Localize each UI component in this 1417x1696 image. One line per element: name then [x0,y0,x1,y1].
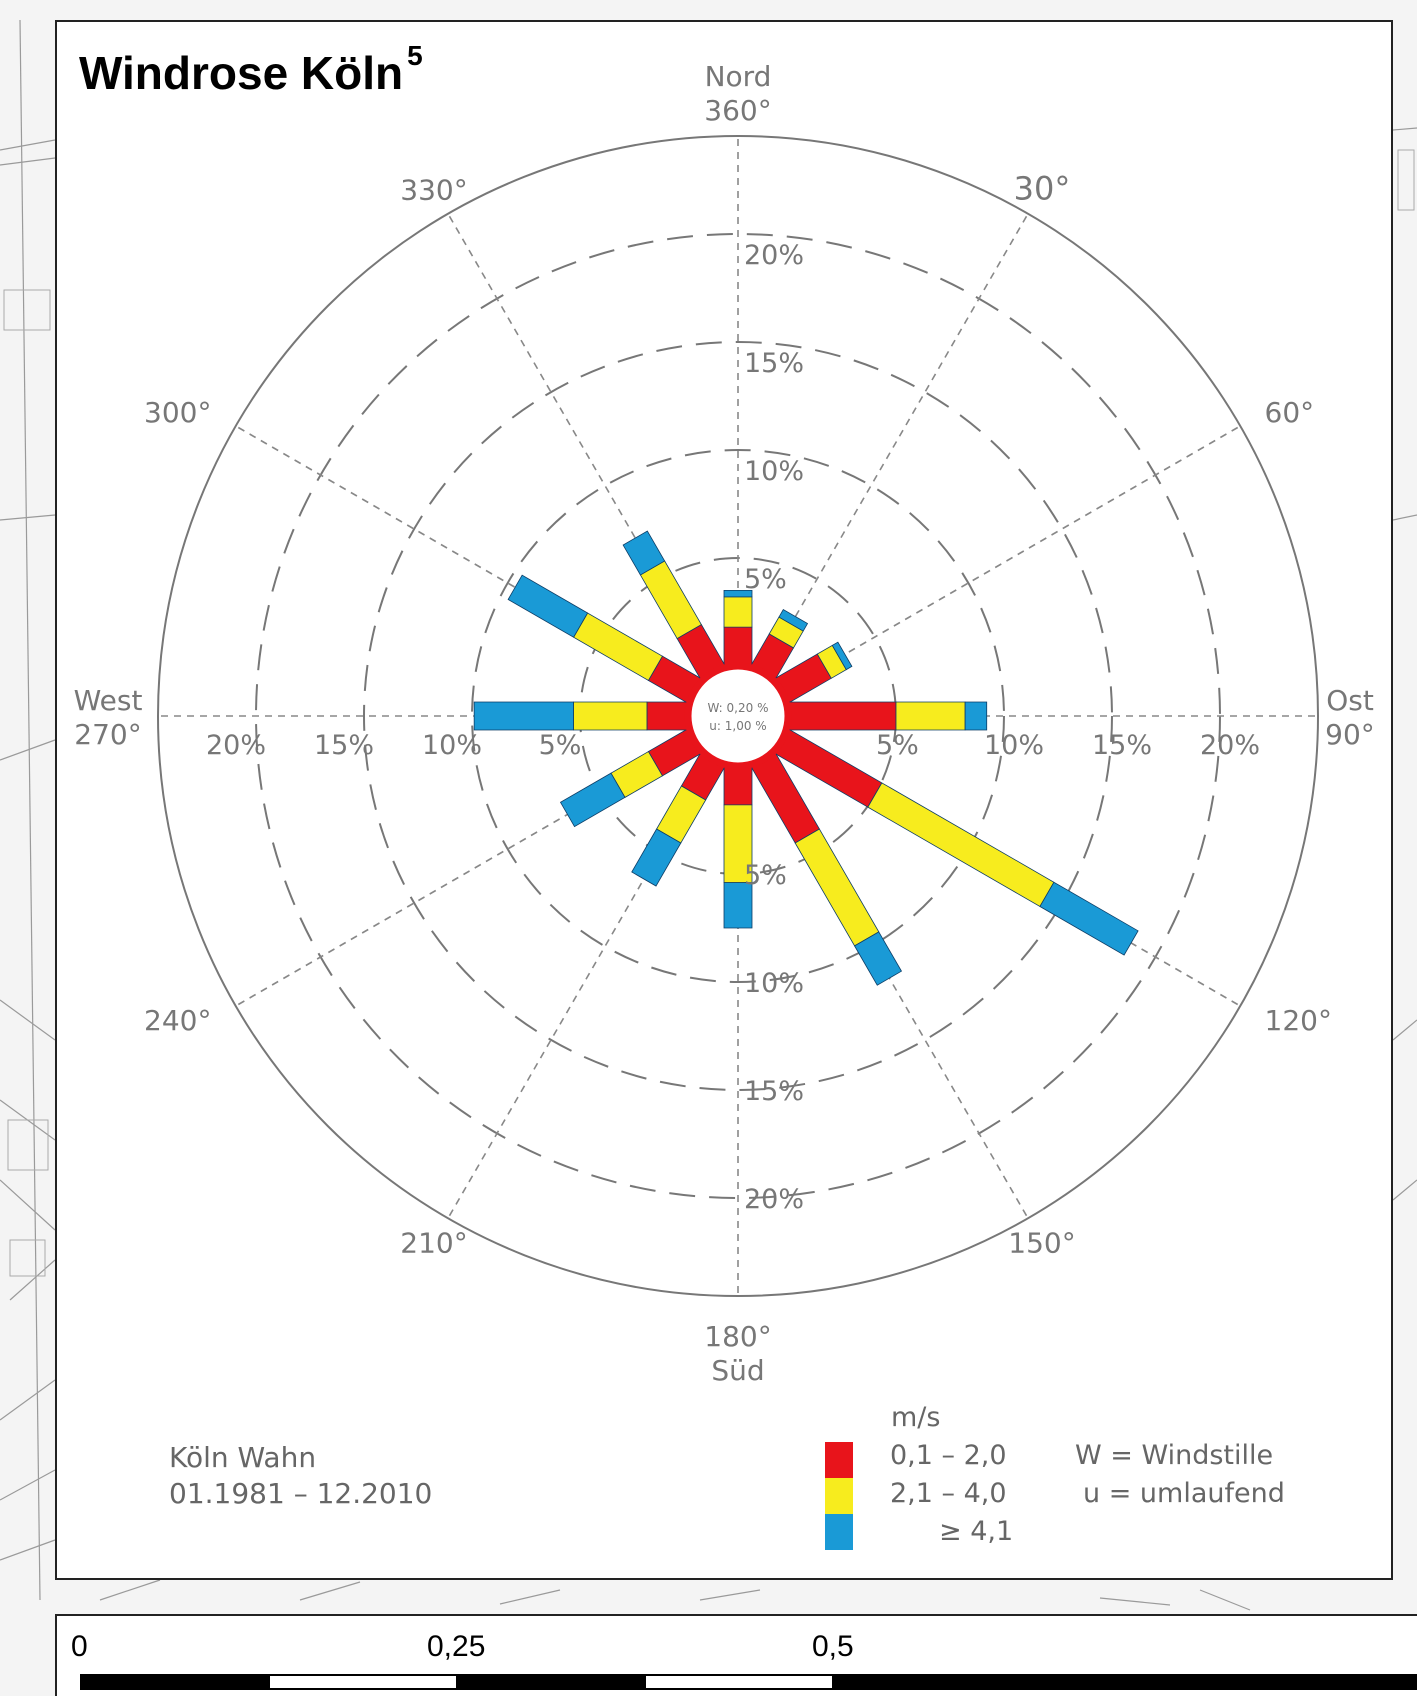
legend-label-low: 0,1 – 2,0 [890,1440,1007,1471]
scale-label-025: 0,25 [427,1630,486,1663]
angle-label-180: Süd [711,1354,764,1387]
tick-label-north: 15% [744,348,804,379]
grid-spoke [235,740,696,1007]
tick-label-north: 5% [744,564,787,595]
grid-spoke [762,758,1029,1219]
grid-ring [471,449,1005,983]
angle-label-270: West [74,684,143,717]
bar-segment-120-1 [867,782,1055,908]
angle-label-120: 120° [1265,1004,1332,1037]
legend-note-calm: W = Windstille [1075,1440,1274,1471]
bar-segment-330-2 [622,530,666,576]
tick-label-south: 5% [744,860,787,891]
bar-segment-240-2 [559,772,626,828]
bar-segment-0-2 [723,590,753,598]
grid-spoke [447,213,714,674]
grid-spoke [235,425,696,692]
legend-unit: m/s [891,1402,941,1433]
bar-segment-90-1 [895,701,966,731]
station-name: Köln Wahn [169,1441,317,1474]
title-footnote: 5 [407,40,423,71]
bar-segment-270-0 [646,701,689,731]
angle-label-210: 210° [400,1227,467,1260]
bar-segment-120-2 [1039,881,1139,956]
bar-segment-210-2 [631,828,682,887]
rose-labels: 5% 5% 5% 5% 10% 10% 10% 10% 15% 15% 15% 15% 20% 20% 20… [74,60,1375,1387]
grid-spoke [780,425,1241,692]
legend-swatch-mid [825,1478,853,1514]
grid-spoke [447,758,714,1219]
outer-circle [157,135,1319,1297]
scale-segment [644,1674,834,1690]
station-period: 01.1981 – 12.2010 [169,1477,433,1510]
angle-label-150: 150° [1008,1227,1075,1260]
tick-label-south: 15% [744,1076,804,1107]
calm-circle [684,662,792,770]
grid-ring [363,341,1113,1091]
legend-note-variable: u = umlaufend [1083,1478,1285,1509]
scale-label-05: 0,5 [812,1630,854,1663]
bar-segment-300-2 [507,574,589,638]
legend-swatch-high [825,1514,853,1550]
tick-label-north: 10% [744,456,804,487]
legend-label-mid: 2,1 – 4,0 [890,1478,1007,1509]
calm-text: u: 1,00 % [709,719,766,733]
scale-label-0: 0 [71,1630,88,1663]
tick-label-east: 15% [1092,730,1152,761]
chart-panel: Windrose Köln 5 W: 0,20 % u: 1,00 % 5% 5% 5%… [55,20,1393,1580]
bar-segment-0-0 [723,626,753,667]
bar-segment-270-1 [573,701,648,731]
tick-label-east: 20% [1200,730,1260,761]
angle-label-240: 240° [144,1004,211,1037]
scale-segment [456,1674,646,1690]
bar-segment-180-2 [723,882,753,929]
tick-label-west: 20% [206,730,266,761]
bar-segment-90-2 [964,701,988,731]
tick-label-west: 15% [314,730,374,761]
bar-segment-180-0 [723,765,753,806]
tick-label-south: 20% [744,1184,804,1215]
scale-segment [268,1674,458,1690]
scale-segment [832,1674,1417,1690]
station-info: Köln Wahn 01.1981 – 12.2010 [169,1440,432,1512]
rose-bars [473,530,1139,986]
tick-label-east: 10% [984,730,1044,761]
angle-label-60: 60° [1265,396,1315,429]
bar-segment-30-2 [778,609,809,632]
bar-segment-270-2 [473,701,574,731]
rose-center: W: 0,20 % u: 1,00 % [684,662,792,770]
bar-segment-150-1 [794,828,880,947]
bar-segment-330-1 [639,560,702,640]
scale-bar: 0 0,25 0,5 [55,1614,1417,1696]
angle-label-90: 90° [1325,718,1375,751]
legend-label-high: ≥ 4,1 [939,1516,1014,1547]
tick-label-south: 10% [744,968,804,999]
angle-label-30: 30° [1014,169,1071,207]
title-text: Windrose Köln [79,47,404,99]
angle-label-180: 180° [704,1320,771,1353]
legend-swatch-low [825,1442,853,1478]
angle-label-270: 270° [74,718,141,751]
calm-text: W: 0,20 % [708,701,769,715]
grid-spoke [762,213,1029,674]
tick-label-north: 20% [744,240,804,271]
tick-label-east: 5% [876,730,919,761]
tick-label-west: 5% [539,730,582,761]
angle-label-90: Ost [1326,684,1374,717]
tick-label-west: 10% [422,730,482,761]
bar-segment-90-0 [787,701,897,731]
chart-title: Windrose Köln 5 [79,40,423,100]
angle-label-0: 360° [704,94,771,127]
scale-segment [80,1674,270,1690]
bar-segment-150-2 [854,931,903,986]
angle-label-330: 330° [400,173,467,206]
bar-segment-60-2 [831,641,853,671]
rose-grid [157,135,1319,1297]
wind-rose: W: 0,20 % u: 1,00 % 5% 5% 5% 5% 10% 10% 10% 10% 1… [74,60,1375,1387]
angle-label-300: 300° [144,396,211,429]
angle-label-0: Nord [705,60,772,93]
bar-segment-0-1 [723,596,753,628]
